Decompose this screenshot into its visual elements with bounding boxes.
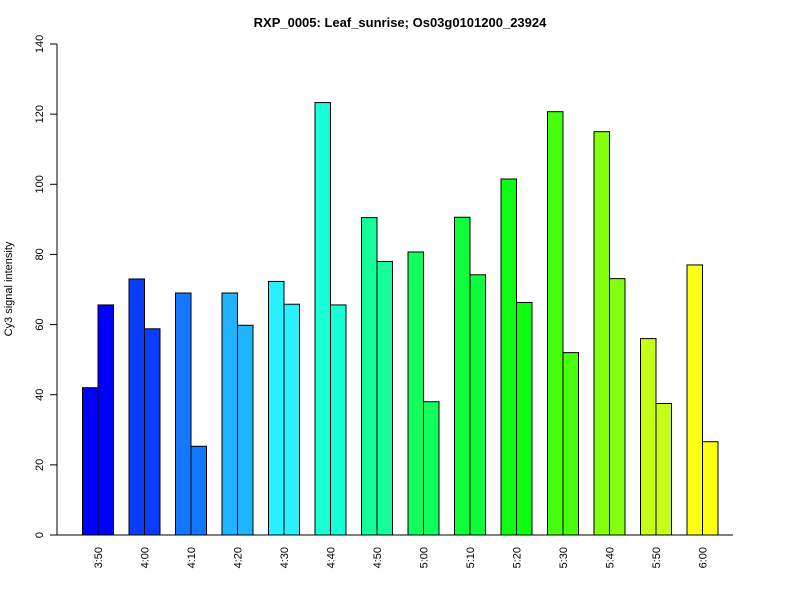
y-tick-label: 140 [34,35,46,53]
x-tick-label: 5:00 [419,547,431,568]
bar-530-s2 [562,352,579,536]
bar-550-s2 [655,402,672,536]
bar-350-s2 [97,304,114,536]
bar-550-s1 [640,338,657,536]
y-tick-label: 80 [34,248,46,260]
bar-500-s1 [407,251,424,536]
y-axis: 0 20 40 60 80 100 120 140 [34,35,58,538]
y-tick-label: 40 [34,389,46,401]
bar-540-s2 [609,278,626,536]
bar-440-s1 [314,102,331,536]
bar-430-s2 [283,303,300,536]
y-tick-label: 20 [34,459,46,471]
bar-520-s2 [516,301,533,536]
x-axis: 3:50 4:00 4:10 4:20 4:30 4:40 4:50 5:00 5:10 5:20… [57,534,733,568]
bar-520-s1 [500,178,517,536]
x-tick-label: 5:30 [558,547,570,568]
bar-540-s1 [593,131,610,536]
x-tick-label: 4:40 [326,547,338,568]
bar-420-s1 [221,292,238,536]
y-tick-label: 120 [34,105,46,123]
x-tick-label: 5:40 [605,547,617,568]
x-tick-label: 4:10 [186,547,198,568]
bar-410-s2 [190,445,207,536]
bar-510-s1 [454,216,471,536]
x-tick-label: 5:50 [651,547,663,568]
bar-450-s1 [361,217,378,536]
x-tick-label: 4:20 [233,547,245,568]
bars-group [82,102,719,536]
bar-420-s2 [237,324,254,536]
bar-600-s2 [702,441,719,536]
bar-410-s1 [175,292,192,536]
y-tick-label: 0 [34,532,46,538]
x-tick-label: 4:30 [279,547,291,568]
x-tick-label: 5:10 [465,547,477,568]
x-tick-label: 6:00 [698,547,710,568]
bar-400-s2 [144,328,161,536]
bar-530-s1 [547,111,564,536]
bar-600-s1 [686,264,703,536]
bar-440-s2 [330,304,347,536]
x-tick-label: 4:50 [372,547,384,568]
y-axis-label: Cy3 signal intensity [3,241,15,336]
y-tick-label: 60 [34,318,46,330]
bar-450-s2 [376,260,393,536]
bar-400-s1 [128,278,145,536]
x-tick-label: 4:00 [140,547,152,568]
bar-510-s2 [469,274,486,536]
bar-500-s2 [423,401,440,536]
bar-350-s1 [82,387,99,536]
bar-430-s1 [268,280,285,536]
x-tick-label: 3:50 [93,547,105,568]
x-tick-label: 5:20 [512,547,524,568]
y-tick-label: 100 [34,175,46,193]
chart-title: RXP_0005: Leaf_sunrise; Os03g0101200_239… [254,15,547,30]
